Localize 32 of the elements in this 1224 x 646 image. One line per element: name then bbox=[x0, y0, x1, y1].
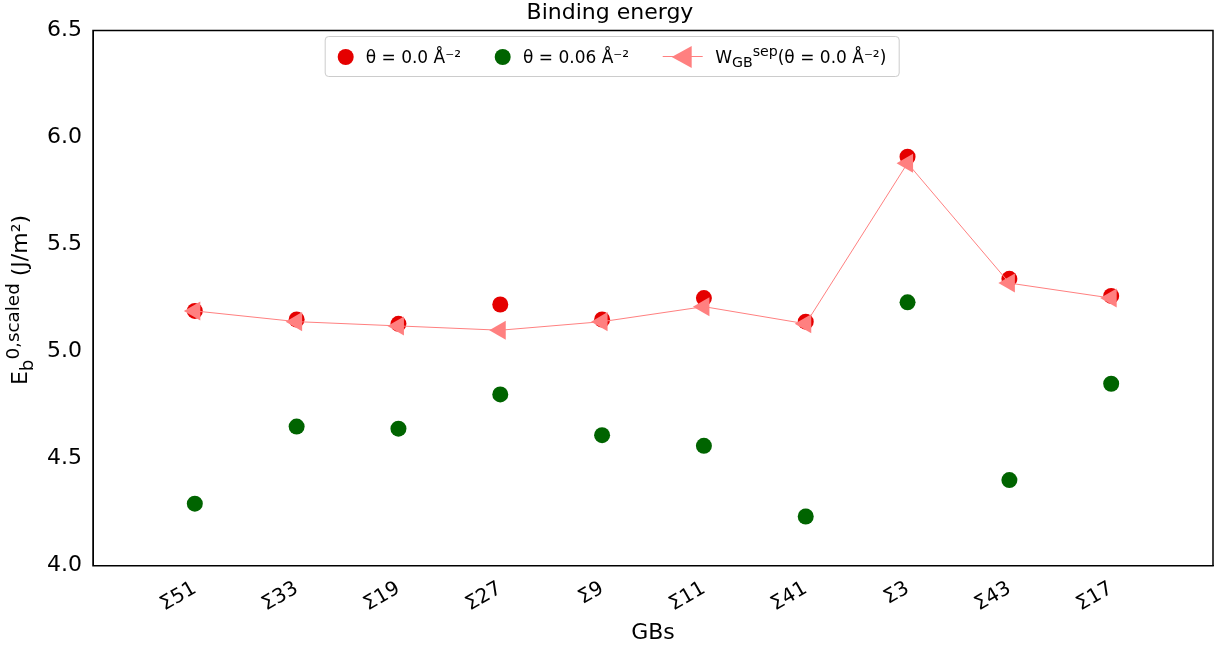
point bbox=[492, 386, 509, 403]
legend-label: W$_{GB}$$^{sep}$(θ = 0.0 Å⁻²) bbox=[715, 43, 887, 71]
point bbox=[390, 420, 407, 437]
point bbox=[288, 418, 305, 435]
point bbox=[594, 427, 611, 444]
y-tick-label: 5.0 bbox=[47, 337, 82, 363]
x-tick-label: Σ3 bbox=[878, 575, 913, 609]
point bbox=[899, 294, 916, 311]
y-tick-label: 5.5 bbox=[47, 230, 82, 256]
point bbox=[797, 508, 814, 525]
legend-label: θ = 0.06 Å⁻² bbox=[523, 46, 630, 67]
y-tick-label: 4.5 bbox=[47, 444, 82, 470]
y-tick-label: 4.0 bbox=[47, 551, 82, 577]
point bbox=[186, 495, 203, 512]
x-tick-label: Σ33 bbox=[256, 575, 302, 616]
chart-title: Binding energy bbox=[526, 0, 694, 24]
x-tick-label: Σ17 bbox=[1071, 575, 1117, 616]
y-tick-label: 6.5 bbox=[47, 16, 82, 42]
x-tick-label: Σ41 bbox=[765, 575, 811, 616]
point bbox=[492, 296, 509, 313]
x-tick-label: Σ27 bbox=[460, 575, 506, 616]
x-tick-label: Σ11 bbox=[664, 575, 710, 616]
x-axis-title: GBs bbox=[631, 618, 675, 644]
y-tick-label: 6.0 bbox=[47, 123, 82, 149]
legend-label: θ = 0.0 Å⁻² bbox=[365, 46, 462, 67]
x-tick-label: Σ19 bbox=[358, 575, 404, 616]
x-tick-label: Σ51 bbox=[154, 575, 200, 616]
x-tick-label: Σ9 bbox=[573, 575, 608, 609]
point bbox=[695, 437, 712, 454]
point bbox=[1103, 375, 1120, 392]
point bbox=[1001, 472, 1018, 489]
x-tick-label: Σ43 bbox=[969, 575, 1015, 616]
